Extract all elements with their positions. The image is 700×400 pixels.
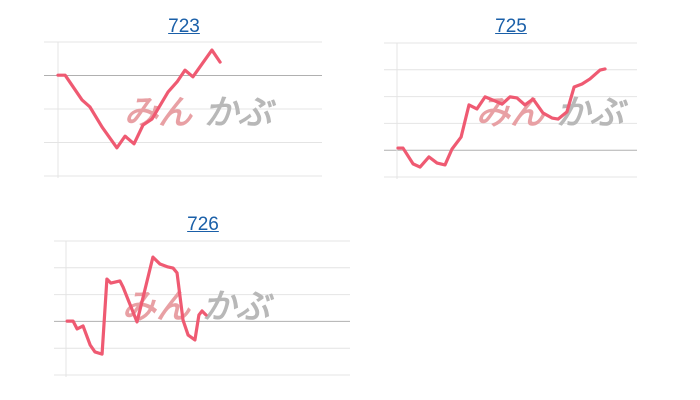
line-chart: みん かぶ bbox=[384, 42, 637, 179]
chart-panel-725: 725 みん かぶ bbox=[384, 16, 638, 186]
chart-title-link[interactable]: 725 bbox=[495, 16, 527, 37]
watermark-logo-right: かぶ bbox=[556, 93, 629, 133]
chart-panel-726: 726 みん かぶ bbox=[54, 214, 352, 384]
chart-title-link[interactable]: 726 bbox=[187, 214, 219, 235]
price-line bbox=[65, 255, 208, 356]
watermark-logo-right: かぶ bbox=[202, 287, 275, 327]
chart-panel-723: 723 みん かぶ bbox=[44, 16, 324, 186]
watermark-logo-left: みん bbox=[124, 93, 193, 133]
line-chart: みん かぶ bbox=[44, 41, 322, 178]
watermark-logo-right: かぶ bbox=[204, 93, 277, 133]
line-chart: みん かぶ bbox=[54, 240, 350, 377]
chart-title-link[interactable]: 723 bbox=[168, 16, 200, 37]
price-line bbox=[56, 48, 222, 150]
